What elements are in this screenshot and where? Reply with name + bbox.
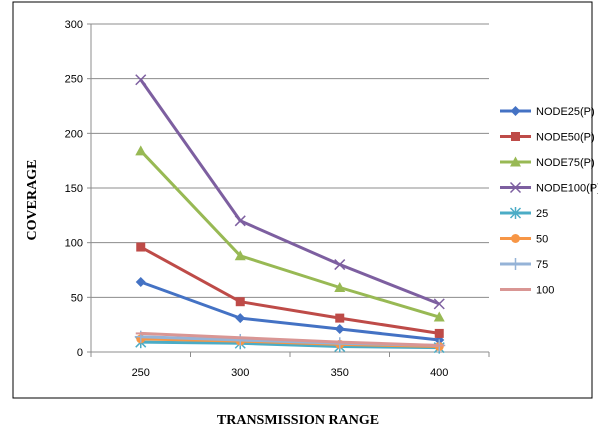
legend: NODE25(P) NODE50(P) NODE75(P) NODE100(P) 25 5… <box>500 106 598 297</box>
y-tick-label: 100 <box>65 238 83 250</box>
legend-label: NODE50(P) <box>536 132 595 144</box>
data-point <box>235 313 246 324</box>
data-point <box>433 298 445 310</box>
data-point <box>433 311 445 322</box>
legend-item: NODE25(P) <box>500 106 595 118</box>
data-point <box>135 277 146 288</box>
legend-label: 75 <box>536 259 548 271</box>
series-node50-p <box>136 242 444 338</box>
legend-item: NODE50(P) <box>500 132 595 144</box>
y-axis-ticks: 0 50 100 150 200 250 300 <box>65 19 91 359</box>
x-axis-title: TRANSMISSION RANGE <box>217 413 379 428</box>
data-point <box>234 250 246 261</box>
data-point <box>335 313 345 323</box>
legend-item: 50 <box>500 234 548 246</box>
series-line <box>139 78 440 306</box>
legend-label: 100 <box>536 285 554 297</box>
series-line <box>140 340 440 350</box>
series-100 <box>135 331 445 347</box>
legend-label: NODE75(P) <box>536 157 595 169</box>
data-point <box>334 281 346 292</box>
data-point <box>234 333 247 346</box>
legend-marker <box>509 181 522 194</box>
y-tick-label: 150 <box>65 183 83 195</box>
series-line <box>139 149 440 319</box>
data-point <box>434 328 444 338</box>
y-tick-label: 0 <box>77 347 83 359</box>
data-point <box>136 242 146 252</box>
legend-marker <box>510 156 521 167</box>
x-axis-ticks: 250 300 350 400 <box>90 352 490 379</box>
data-point <box>334 324 345 335</box>
series-group <box>134 74 446 354</box>
series-node100-p <box>135 74 445 310</box>
legend-item: NODE75(P) <box>500 156 595 169</box>
data-point <box>234 215 246 227</box>
x-tick-label: 300 <box>231 367 249 379</box>
y-tick-label: 250 <box>65 74 83 86</box>
series-line <box>140 280 440 342</box>
legend-label: 50 <box>536 234 548 246</box>
y-axis-title: COVERAGE <box>25 160 40 241</box>
x-tick-label: 250 <box>132 367 150 379</box>
y-tick-label: 300 <box>65 19 83 31</box>
legend-label: NODE100(P) <box>536 183 598 195</box>
data-point <box>135 74 147 86</box>
legend-marker <box>509 207 522 219</box>
legend-item: 100 <box>500 285 554 297</box>
legend-label: NODE25(P) <box>536 106 595 118</box>
series-line <box>140 245 440 335</box>
x-tick-label: 350 <box>331 367 349 379</box>
legend-item: NODE100(P) <box>500 181 598 195</box>
series-node25-p <box>135 277 445 345</box>
legend-marker <box>511 234 520 243</box>
legend-marker <box>509 258 522 270</box>
data-point <box>235 297 245 307</box>
y-tick-label: 200 <box>65 128 83 140</box>
series-line <box>140 331 440 347</box>
data-point <box>334 259 346 271</box>
chart-area-border <box>12 1 593 399</box>
series-node75-p <box>135 145 445 322</box>
data-point <box>135 145 147 156</box>
x-tick-label: 400 <box>430 367 448 379</box>
legend-label: 25 <box>536 208 548 220</box>
y-tick-label: 50 <box>71 292 83 304</box>
legend-marker <box>511 132 520 141</box>
legend-marker <box>510 106 521 116</box>
legend-item: 75 <box>500 258 548 271</box>
legend-item: 25 <box>500 207 548 220</box>
